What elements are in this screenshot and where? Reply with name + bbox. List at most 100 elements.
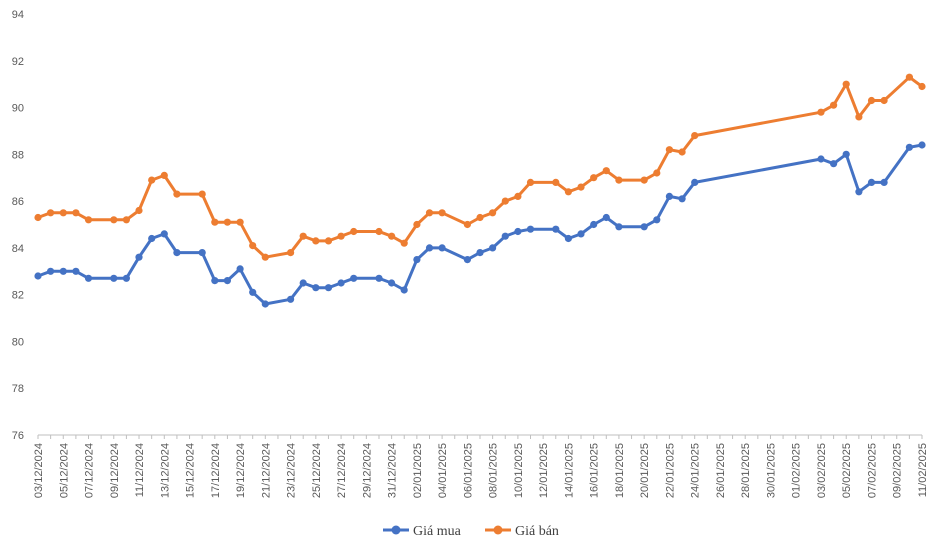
data-point [160,230,168,238]
x-tick-label: 26/01/2025 [715,443,727,498]
data-point [514,192,522,200]
x-tick-label: 03/02/2025 [816,443,828,498]
data-point [148,176,156,184]
data-point [615,223,623,231]
data-point [514,227,522,236]
data-point [34,213,42,222]
data-point [211,277,219,285]
data-point [817,108,825,116]
data-point [653,169,661,177]
data-point [425,209,434,217]
legend-label: Giá bán [515,524,559,539]
data-point [84,216,93,224]
x-tick-label: 05/12/2024 [58,443,70,498]
x-tick-label: 11/02/2025 [917,443,929,497]
data-point [867,178,876,186]
data-point [425,244,434,252]
data-point [337,279,345,287]
data-point [590,174,598,182]
x-tick-label: 14/01/2025 [563,443,575,498]
data-point [375,274,383,282]
data-point [324,237,333,245]
data-point [489,209,497,217]
x-tick-label: 01/02/2025 [791,443,803,498]
series-line-gia-mua [36,143,924,306]
x-tick-label: 28/01/2025 [740,443,752,498]
y-tick-label: 88 [12,149,24,161]
data-point [640,176,648,184]
data-point [602,213,610,222]
x-tick-label: 05/02/2025 [841,443,853,498]
x-tick-label: 31/12/2024 [387,443,399,498]
data-point [463,256,471,264]
x-tick-label: 17/12/2024 [210,443,222,498]
data-point [476,249,484,257]
data-point [72,209,80,217]
x-tick-label: 07/02/2025 [866,443,878,498]
data-point [413,220,421,229]
data-point [198,249,206,257]
data-point [665,146,674,154]
data-point [299,232,307,240]
data-point [72,267,80,275]
data-point [388,232,396,240]
data-point [691,132,699,140]
x-tick-label: 07/12/2024 [84,443,96,498]
data-point [122,274,130,282]
data-point [261,300,269,308]
data-point [59,267,67,275]
data-point [867,96,876,105]
x-axis: 03/12/2024 05/12/2024 07/12/2024 09/12/2024… [33,434,929,498]
data-point [299,279,307,287]
data-point [148,234,156,243]
y-tick-label: 86 [12,196,24,208]
legend-swatch-marker [391,525,401,535]
data-point [438,209,446,217]
data-point [905,143,914,151]
data-point [577,183,585,191]
data-point [223,277,231,285]
x-tick-label: 04/01/2025 [437,443,449,498]
data-point [135,206,143,215]
y-tick-label: 90 [12,103,24,115]
data-point [590,220,598,229]
data-point [665,192,674,200]
x-tick-label: 12/01/2025 [538,443,550,498]
data-point [463,220,471,229]
data-point [110,216,118,224]
data-point [552,225,560,233]
data-point [47,267,55,275]
x-tick-label: 06/01/2025 [462,443,474,498]
data-point [173,190,181,198]
x-tick-label: 25/12/2024 [311,443,323,498]
x-tick-label: 10/01/2025 [513,443,525,498]
x-tick-label: 21/12/2024 [260,443,272,498]
legend-swatch-marker [493,525,503,535]
x-tick-label: 27/12/2024 [336,443,348,498]
x-tick-label: 03/12/2024 [33,443,45,498]
x-tick-label: 15/12/2024 [185,443,197,498]
data-point [691,178,699,186]
data-point [249,288,257,296]
data-point [135,253,143,261]
series-line-gia-ban [36,75,924,259]
data-point [236,218,244,226]
y-tick-label: 92 [12,56,24,68]
data-point [476,213,484,222]
x-tick-label: 13/12/2024 [159,443,171,498]
data-point [211,218,219,226]
data-point [830,160,838,168]
data-point [287,249,295,257]
data-point [287,295,295,303]
data-point [350,227,358,236]
data-point [198,190,206,198]
x-tick-label: 09/02/2025 [892,443,904,498]
data-point [47,209,55,217]
data-point [918,141,926,149]
data-point [34,272,42,280]
x-tick-label: 24/01/2025 [690,443,702,498]
data-point [817,155,825,163]
y-tick-label: 84 [12,243,24,255]
data-point [842,80,850,88]
